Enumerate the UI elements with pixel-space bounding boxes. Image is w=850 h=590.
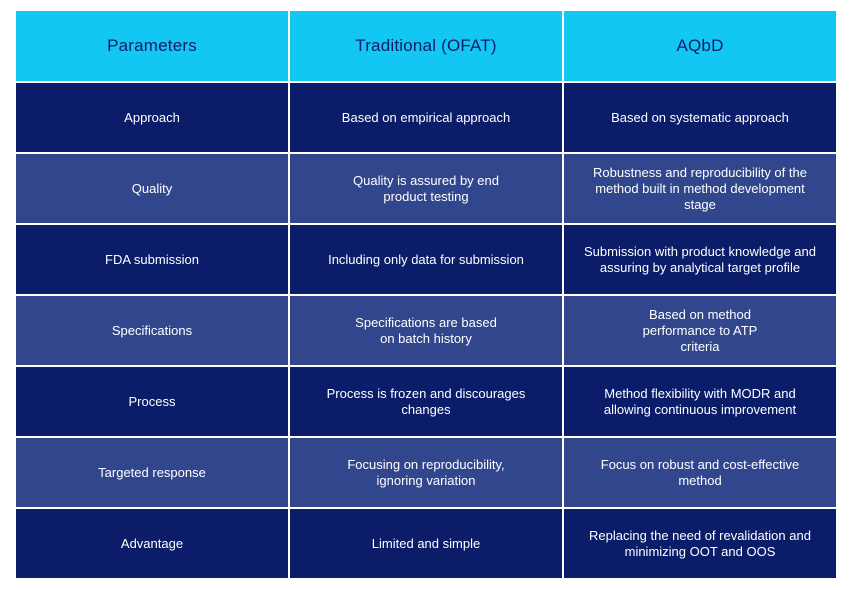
aqbd-cell: Based on systematic approach: [562, 81, 838, 154]
parameter-cell: Advantage: [14, 507, 290, 580]
parameter-cell: Specifications: [14, 294, 290, 367]
traditional-cell: Focusing on reproducibility, ignoring va…: [288, 436, 564, 509]
parameter-cell: Process: [14, 365, 290, 438]
table-row: Targeted response Focusing on reproducib…: [14, 436, 838, 509]
aqbd-cell: Method flexibility with MODR and allowin…: [562, 365, 838, 438]
table-row: Approach Based on empirical approach Bas…: [14, 81, 838, 154]
traditional-cell: Quality is assured by end product testin…: [288, 152, 564, 225]
parameter-cell: FDA submission: [14, 223, 290, 296]
aqbd-cell: Focus on robust and cost-effective metho…: [562, 436, 838, 509]
table-row: Process Process is frozen and discourage…: [14, 365, 838, 438]
header-traditional: Traditional (OFAT): [288, 9, 564, 83]
header-parameters: Parameters: [14, 9, 290, 83]
parameter-cell: Targeted response: [14, 436, 290, 509]
table-row: Advantage Limited and simple Replacing t…: [14, 507, 838, 580]
traditional-cell: Based on empirical approach: [288, 81, 564, 154]
traditional-cell: Limited and simple: [288, 507, 564, 580]
parameter-cell: Approach: [14, 81, 290, 154]
aqbd-cell: Replacing the need of revalidation and m…: [562, 507, 838, 580]
table-row: FDA submission Including only data for s…: [14, 223, 838, 296]
traditional-cell: Process is frozen and discourages change…: [288, 365, 564, 438]
traditional-cell: Including only data for submission: [288, 223, 564, 296]
comparison-table: Parameters Traditional (OFAT) AQbD Appro…: [14, 9, 838, 580]
aqbd-cell: Submission with product knowledge and as…: [562, 223, 838, 296]
header-aqbd: AQbD: [562, 9, 838, 83]
traditional-cell: Specifications are based on batch histor…: [288, 294, 564, 367]
header-row: Parameters Traditional (OFAT) AQbD: [14, 9, 838, 83]
table-row: Quality Quality is assured by end produc…: [14, 152, 838, 225]
parameter-cell: Quality: [14, 152, 290, 225]
aqbd-cell: Robustness and reproducibility of the me…: [562, 152, 838, 225]
table-row: Specifications Specifications are based …: [14, 294, 838, 367]
aqbd-cell: Based on method performance to ATP crite…: [562, 294, 838, 367]
